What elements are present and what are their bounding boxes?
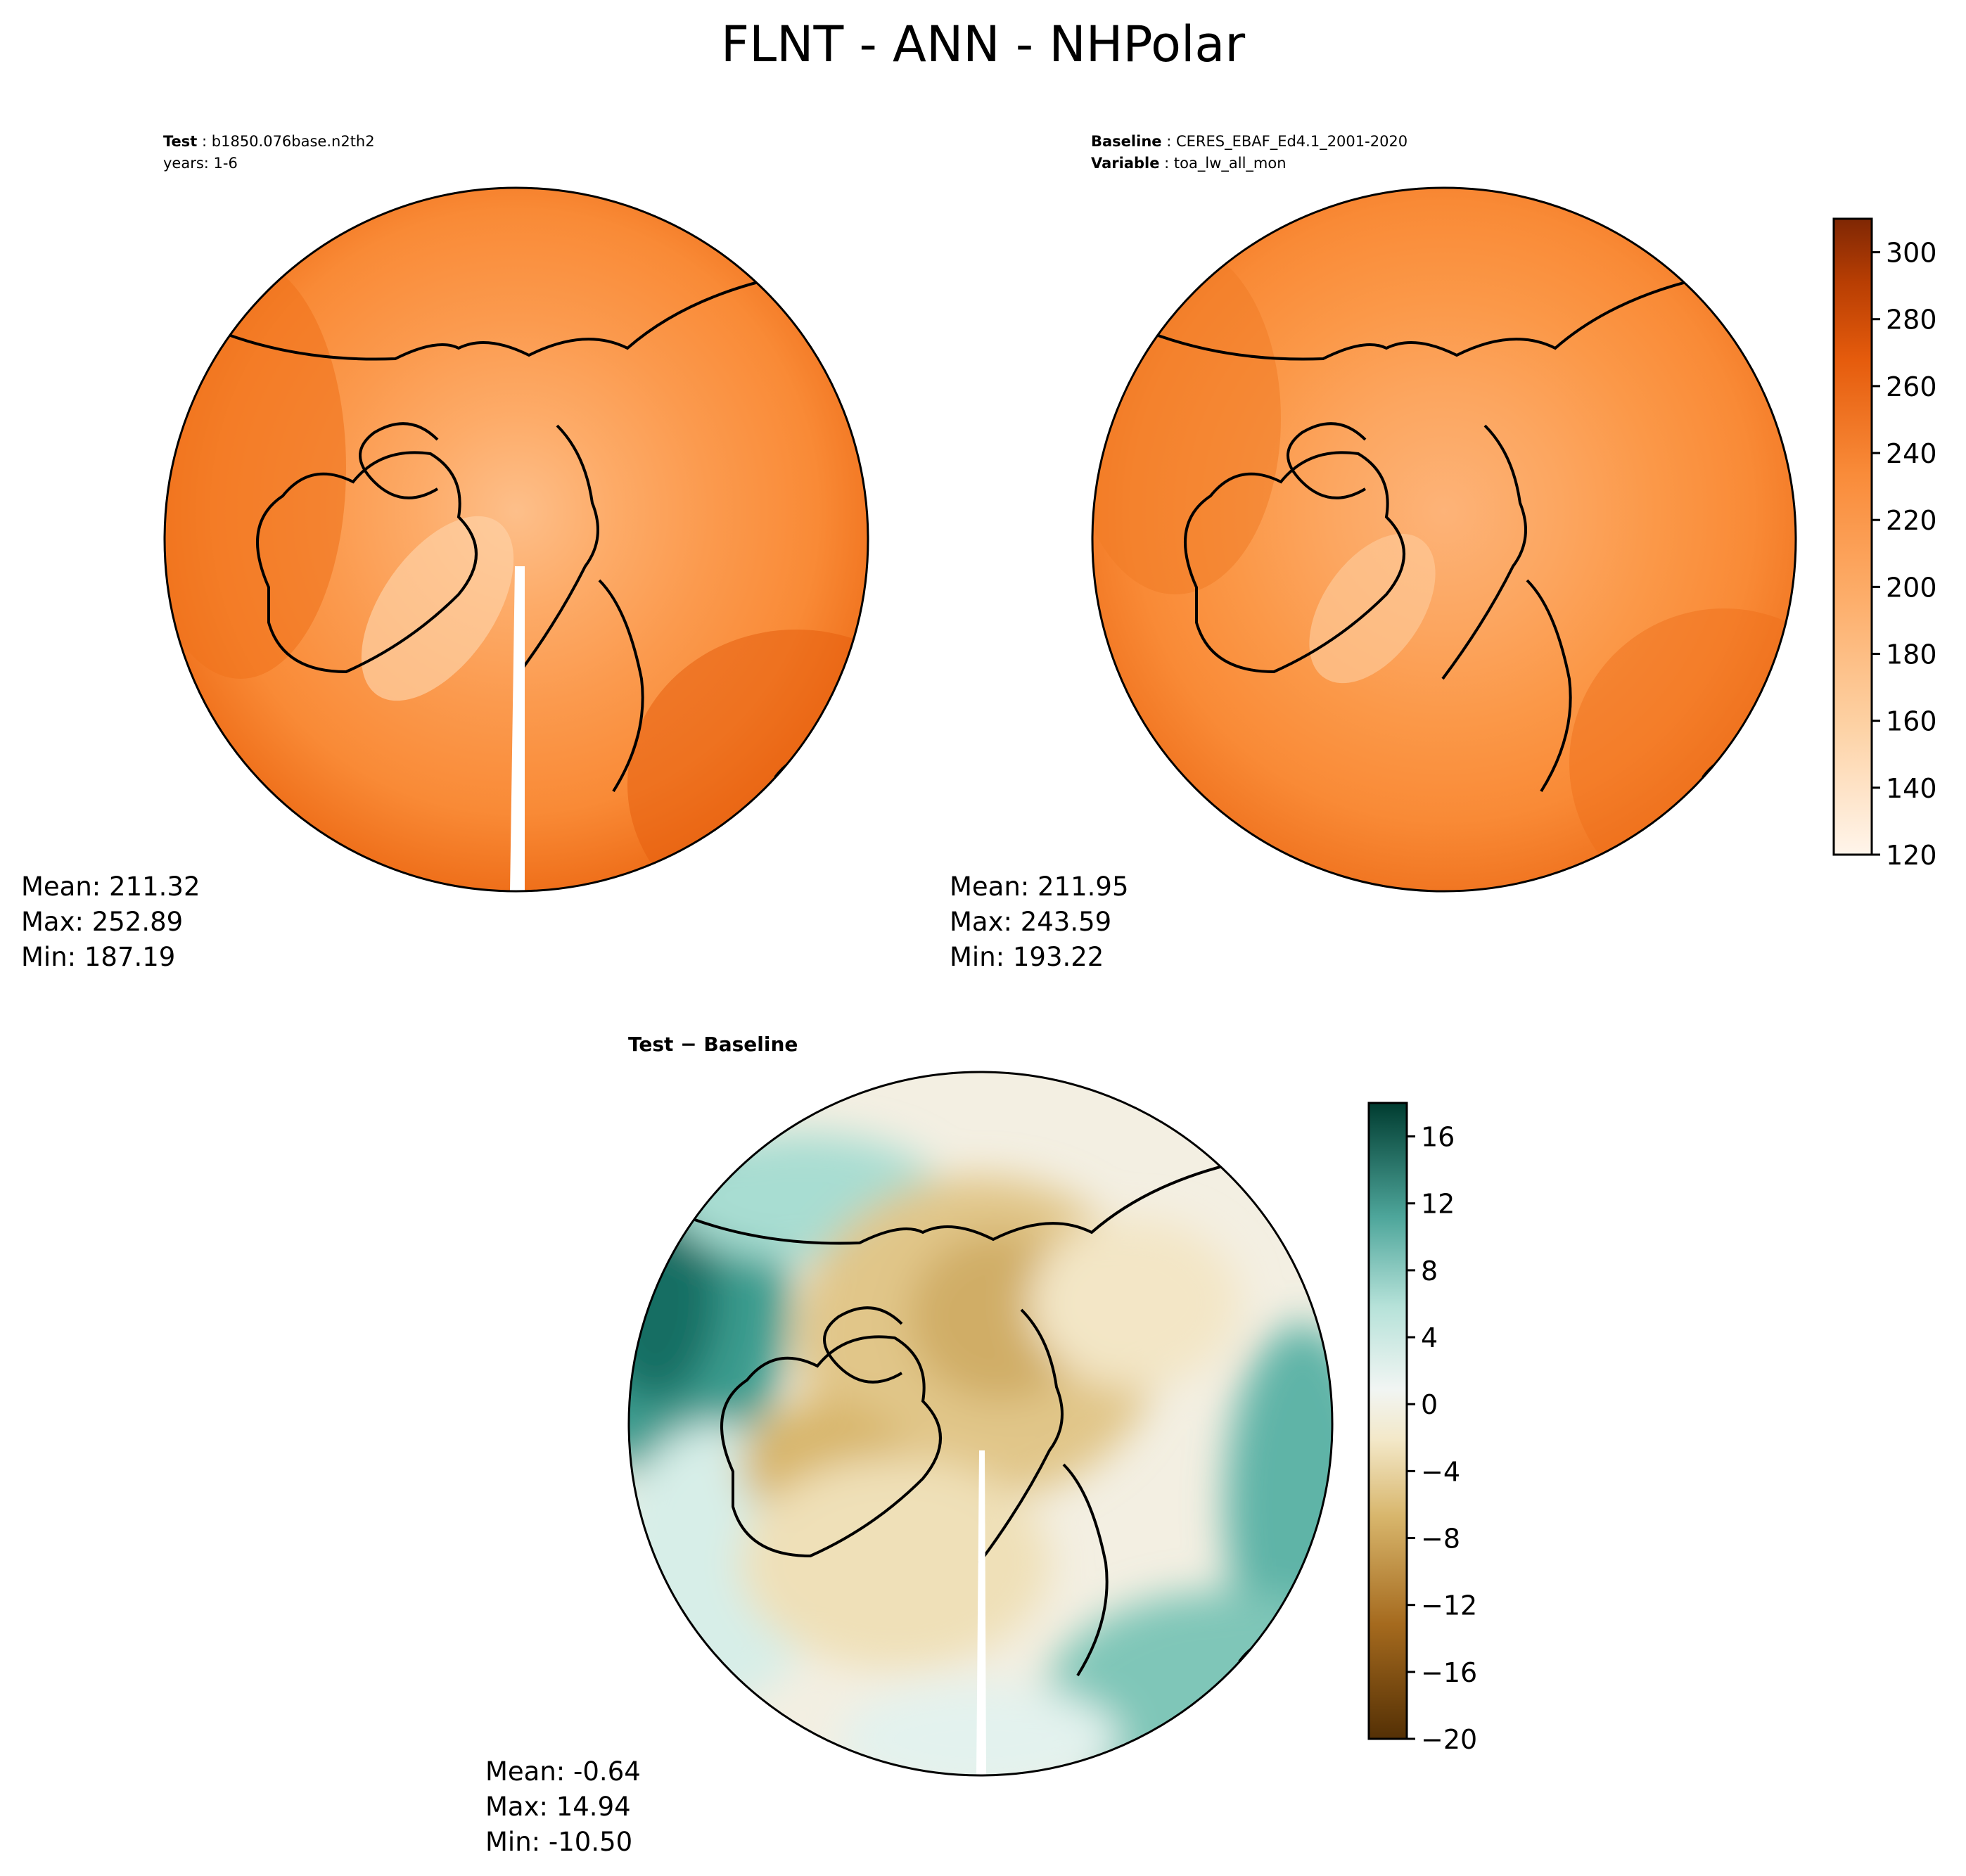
data-gap (976, 1450, 986, 1776)
baseline-map (1091, 186, 1797, 893)
map-boundary (1091, 186, 1797, 893)
map-boundary (627, 1071, 1334, 1777)
baseline-header: Baseline : CERES_EBAF_Ed4.1_2001-2020 Va… (1091, 133, 1408, 172)
test-stats: Mean: 211.32 Max: 252.89 Min: 187.19 (21, 869, 200, 975)
colorbar-diff-tick-label: −4 (1421, 1456, 1460, 1487)
diff-stats: Mean: -0.64 Max: 14.94 Min: -10.50 (485, 1754, 641, 1860)
colorbar-diff-tick-label: 12 (1421, 1189, 1455, 1220)
colorbar-diff-tick-label: 8 (1421, 1256, 1438, 1287)
baseline-label: Baseline (1091, 133, 1162, 150)
map-boundary (163, 186, 869, 893)
colorbar-main-tick-label: 220 (1886, 505, 1937, 536)
variable-label: Variable (1091, 155, 1160, 172)
colorbar-main-tick-label: 200 (1886, 572, 1937, 603)
baseline-mean: Mean: 211.95 (950, 872, 1129, 902)
test-years: years: 1-6 (163, 155, 238, 172)
colorbar-main-tick-label: 120 (1886, 840, 1937, 871)
coastline (690, 1161, 1283, 1677)
diff-max: Max: 14.94 (485, 1792, 631, 1822)
diff-title: Test − Baseline (628, 1033, 798, 1056)
diff-min: Min: -10.50 (485, 1827, 633, 1857)
colorbar-diff: −20 −16 −12 −8 −4 0 4 8 12 16 (1367, 1102, 1477, 1755)
colorbar-diff-tick-label: 16 (1421, 1122, 1455, 1153)
colorbar-main-tick-label: 180 (1886, 639, 1937, 670)
colorbar-main-tick-label: 140 (1886, 773, 1937, 804)
figure-title: FLNT - ANN - NHPolar (720, 15, 1246, 73)
test-header: Test : b1850.076base.n2th2 years: 1-6 (163, 131, 375, 174)
data-gap (510, 566, 525, 892)
colorbar-main: 120 140 160 180 200 220 240 260 280 300 (1832, 217, 1937, 871)
test-min: Min: 187.19 (21, 942, 176, 972)
colorbar-diff-tick-label: 4 (1421, 1322, 1438, 1353)
colorbar-diff-tick-label: −12 (1421, 1590, 1477, 1621)
test-mean: Mean: 211.32 (21, 872, 200, 902)
colorbar-diff-tick-label: −16 (1421, 1657, 1477, 1688)
baseline-stats: Mean: 211.95 Max: 243.59 Min: 193.22 (950, 869, 1129, 975)
colorbar-main-tick-label: 160 (1886, 706, 1937, 737)
colorbar-main-tick-label: 300 (1886, 238, 1937, 269)
test-max: Max: 252.89 (21, 907, 184, 937)
diff-mean: Mean: -0.64 (485, 1756, 641, 1787)
baseline-variable: toa_lw_all_mon (1173, 155, 1287, 172)
baseline-max: Max: 243.59 (950, 907, 1112, 937)
baseline-min: Min: 193.22 (950, 942, 1104, 972)
test-map (163, 186, 869, 893)
colorbar-diff-tick-label: −8 (1421, 1524, 1460, 1555)
colorbar-diff-tick-label: 0 (1421, 1389, 1438, 1420)
colorbar-main-gradient (1832, 217, 1873, 856)
colorbar-main-tick-label: 280 (1886, 305, 1937, 336)
diff-map (627, 1071, 1334, 1777)
colorbar-diff-gradient (1367, 1102, 1408, 1740)
baseline-case: CERES_EBAF_Ed4.1_2001-2020 (1175, 133, 1408, 150)
colorbar-main-tick-label: 260 (1886, 371, 1937, 402)
colorbar-diff-tick-label: −20 (1421, 1724, 1477, 1755)
test-label: Test (163, 133, 198, 150)
colorbar-main-tick-label: 240 (1886, 438, 1937, 469)
test-case: b1850.076base.n2th2 (211, 133, 375, 150)
